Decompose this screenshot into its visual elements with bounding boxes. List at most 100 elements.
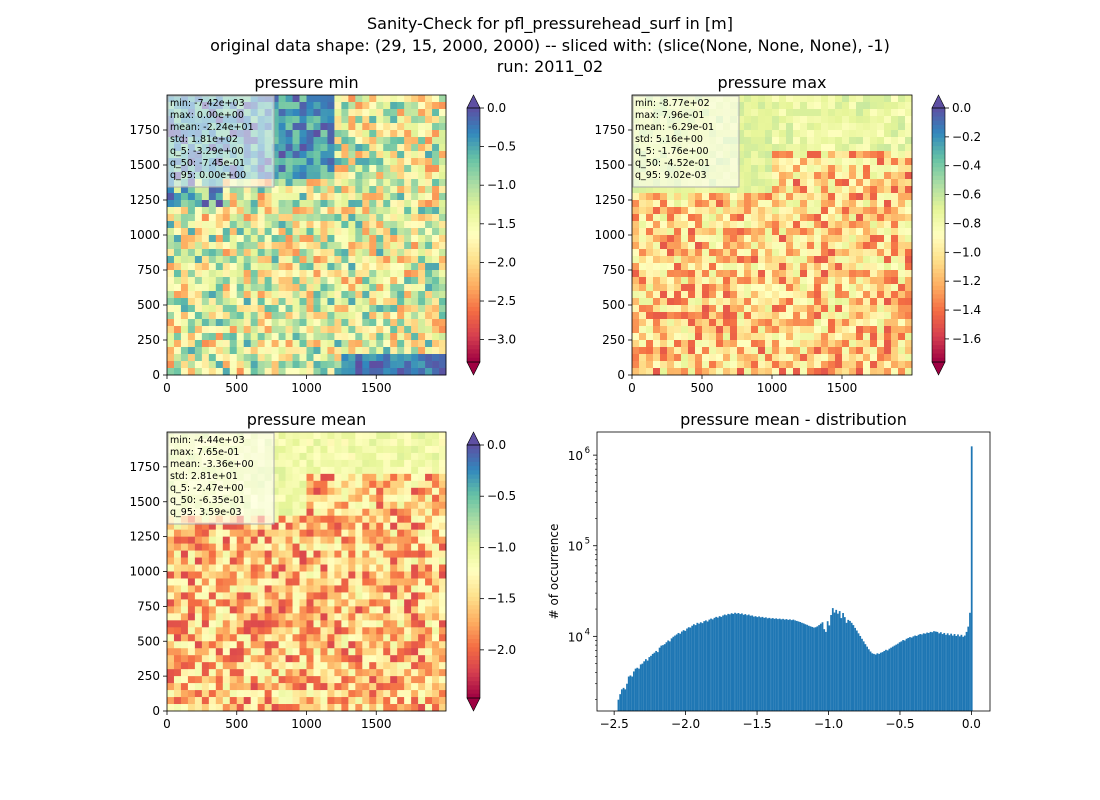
heatmap-cell <box>821 165 829 173</box>
heatmap-cell <box>730 326 738 334</box>
heatmap-cell <box>439 200 447 208</box>
heatmap-cell <box>800 207 808 215</box>
heatmap-cell <box>681 326 689 334</box>
heatmap-cell <box>390 564 398 572</box>
heatmap-cell <box>432 494 440 503</box>
heatmap-cell <box>167 648 175 656</box>
heatmap-cell <box>793 179 801 187</box>
heatmap-cell <box>807 263 815 271</box>
heatmap-cell <box>660 312 668 320</box>
heatmap-cell <box>236 277 245 285</box>
heatmap-cell <box>271 186 279 194</box>
heatmap-cell <box>404 95 412 103</box>
heatmap-cell <box>271 620 279 628</box>
heatmap-cell <box>180 522 189 530</box>
heatmap-cell <box>278 452 286 461</box>
heatmap-cell <box>299 151 307 159</box>
heatmap-cell <box>222 368 231 376</box>
heatmap-cell <box>660 333 668 341</box>
heatmap-cell <box>632 228 640 236</box>
heatmap-cell <box>397 228 405 236</box>
heatmap-cell <box>369 326 377 334</box>
heatmap-cell <box>264 620 272 628</box>
heatmap-cell <box>376 249 384 257</box>
colorbar-segment <box>467 336 480 342</box>
heatmap-cell <box>807 298 815 306</box>
heatmap-cell <box>870 95 878 103</box>
heatmap-cell <box>891 158 899 166</box>
heatmap-cell <box>376 361 384 369</box>
heatmap-cell <box>439 333 447 341</box>
heatmap-cell <box>758 235 766 243</box>
heatmap-cell <box>236 550 245 558</box>
heatmap-cell <box>660 186 668 194</box>
heatmap-cell <box>376 228 384 236</box>
heatmap-cell <box>418 214 426 222</box>
heatmap-cell <box>173 571 182 579</box>
heatmap-cell <box>411 432 419 440</box>
heatmap-cell <box>341 207 349 215</box>
heatmap-cell <box>348 256 356 264</box>
heatmap-cell <box>376 102 384 110</box>
stats-line: q_5: -3.29e+00 <box>170 146 244 157</box>
heatmap-cell <box>695 354 703 362</box>
heatmap-cell <box>891 102 899 110</box>
heatmap-cell <box>716 312 724 320</box>
heatmap-cell <box>821 249 829 257</box>
heatmap-cell <box>167 242 175 250</box>
heatmap-cell <box>702 263 710 271</box>
heatmap-cell <box>278 361 286 369</box>
heatmap-cell <box>236 543 245 551</box>
heatmap-cell <box>702 326 710 334</box>
heatmap-cell <box>362 452 370 461</box>
heatmap-cell <box>828 263 836 271</box>
heatmap-cell <box>842 361 850 369</box>
heatmap-cell <box>390 242 398 250</box>
heatmap-cell <box>299 193 307 201</box>
heatmap-cell <box>397 340 405 348</box>
heatmap-cell <box>320 270 328 278</box>
heatmap-cell <box>229 235 238 243</box>
heatmap-cell <box>187 186 196 194</box>
heatmap-cell <box>674 284 682 292</box>
heatmap-cell <box>320 193 328 201</box>
heatmap-cell <box>891 123 899 131</box>
heatmap-cell <box>180 690 189 698</box>
heatmap-cell <box>660 242 668 250</box>
heatmap-cell <box>418 508 426 516</box>
heatmap-cell <box>835 284 843 292</box>
heatmap-cell <box>264 641 272 649</box>
heatmap-cell <box>355 207 363 215</box>
heatmap-cell <box>404 438 412 447</box>
heatmap-cell <box>404 109 412 117</box>
heatmap-cell <box>292 291 300 299</box>
heatmap-cell <box>709 186 717 194</box>
heatmap-cell <box>425 480 433 489</box>
heatmap-cell <box>807 151 815 159</box>
heatmap-cell <box>313 508 321 516</box>
heatmap-cell <box>173 312 182 320</box>
heatmap-cell <box>786 319 794 327</box>
heatmap-cell <box>194 333 203 341</box>
heatmap-cell <box>709 214 717 222</box>
heatmap-cell <box>786 207 794 215</box>
heatmap-cell <box>348 585 356 593</box>
heatmap-cell <box>390 634 398 642</box>
heatmap-cell <box>271 256 279 264</box>
heatmap-cell <box>334 235 342 243</box>
heatmap-cell <box>891 172 899 180</box>
heatmap-cell <box>369 669 377 677</box>
heatmap-cell <box>674 277 682 285</box>
heatmap-cell <box>222 312 231 320</box>
heatmap-cell <box>222 333 231 341</box>
heatmap-cell <box>404 473 412 482</box>
heatmap-cell <box>390 585 398 593</box>
heatmap-cell <box>432 662 440 670</box>
heatmap-cell <box>320 662 328 670</box>
heatmap-cell <box>334 354 342 362</box>
heatmap-cell <box>299 592 307 600</box>
heatmap-cell <box>411 550 419 558</box>
heatmap-cell <box>758 333 766 341</box>
heatmap-cell <box>842 277 850 285</box>
heatmap-cell <box>376 648 384 656</box>
